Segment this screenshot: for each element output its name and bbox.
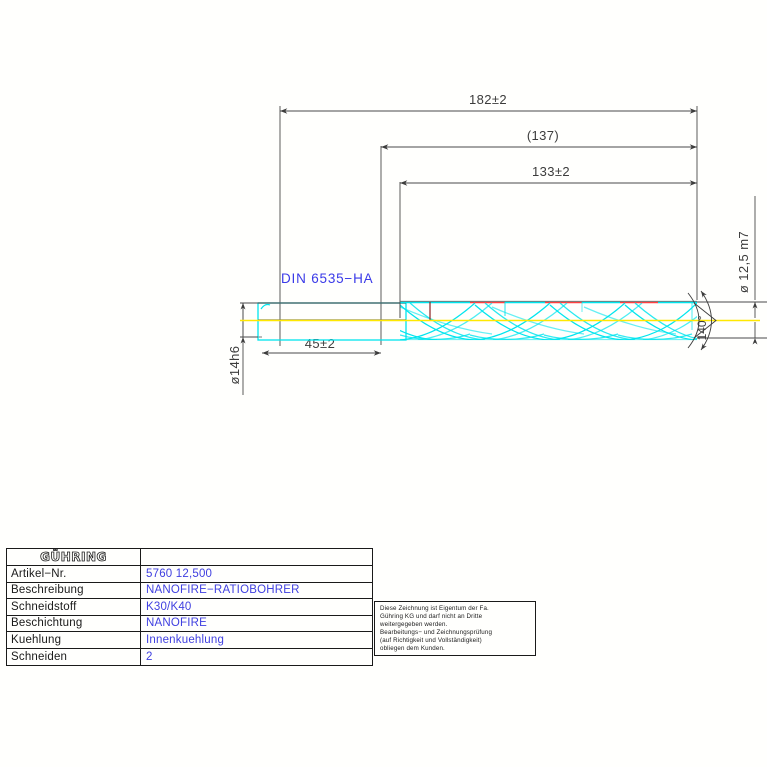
table-row: Kuehlung Innenkuehlung [7, 632, 372, 649]
table-row: Beschreibung NANOFIRE−RATIOBOHRER [7, 582, 372, 599]
disclaimer-line: Diese Zeichnung ist Eigentum der Fa. [380, 605, 489, 612]
row-key: Beschichtung [7, 615, 141, 631]
row-key: Schneiden [7, 648, 141, 665]
dimension-flute-length: 133±2 [400, 164, 697, 186]
disclaimer-line: weitergegeben werden. [380, 621, 448, 629]
row-value: NANOFIRE [146, 617, 208, 630]
dimension-overall-length: 182±2 [280, 92, 697, 114]
dimension-reference-137: (137) [381, 128, 697, 150]
disclaimer-box: Diese Zeichnung ist Eigentum der Fa. Güh… [374, 601, 536, 656]
axis-stubs [240, 301, 767, 339]
row-value: K30/K40 [146, 600, 192, 613]
dimension-cutting-diameter: ø 12,5 m7 [736, 196, 762, 345]
row-key: Artikel−Nr. [7, 566, 141, 582]
title-block: GÜHRING Artikel−Nr. 5760 12,500 Beschrei… [6, 548, 373, 666]
dimension-reference-137-label: (137) [527, 128, 559, 143]
disclaimer-line: obliegen dem Kunden. [380, 645, 445, 653]
title-block-logo-row: GÜHRING [7, 549, 372, 566]
point-angle-label: 140° [695, 315, 709, 340]
dimension-cutting-diameter-label: ø 12,5 m7 [736, 231, 751, 293]
dimension-flute-length-label: 133±2 [532, 164, 570, 179]
dimension-overall-length-label: 182±2 [469, 92, 507, 107]
row-value: Innenkuehlung [146, 633, 225, 646]
row-key: Beschreibung [7, 582, 141, 598]
extension-lines [279, 106, 698, 346]
tool-body [399, 300, 697, 341]
table-row: Beschichtung NANOFIRE [7, 615, 372, 632]
shank-standard-label: DIN 6535−HA [281, 271, 373, 286]
table-row: Schneiden 2 [7, 648, 372, 665]
disclaimer-line: Gühring KG und darf nicht an Dritte [380, 613, 483, 621]
tool-flutes [400, 302, 697, 340]
disclaimer-line: Bearbeitungs− und Zeichnungsprüfung [380, 629, 493, 637]
row-key: Schneidstoff [7, 599, 141, 615]
table-row: Schneidstoff K30/K40 [7, 599, 372, 616]
dimension-shank-diameter-label: ø14h6 [227, 346, 242, 385]
guehring-logo-text: GÜHRING [40, 550, 107, 564]
dimension-shank-length-label: 45±2 [305, 336, 335, 351]
table-row: Artikel−Nr. 5760 12,500 [7, 566, 372, 583]
guehring-logo: GÜHRING [7, 549, 141, 565]
drill-point-angle: 140° [687, 290, 717, 351]
row-value: 2 [146, 650, 153, 663]
row-key: Kuehlung [7, 632, 141, 648]
disclaimer-line: (auf Richtigkeit und Vollständigkeit) [380, 637, 482, 645]
row-value: NANOFIRE−RATIOBOHRER [146, 584, 300, 597]
row-value: 5760 12,500 [146, 567, 213, 580]
dimension-shank-diameter: ø14h6 [227, 302, 262, 395]
